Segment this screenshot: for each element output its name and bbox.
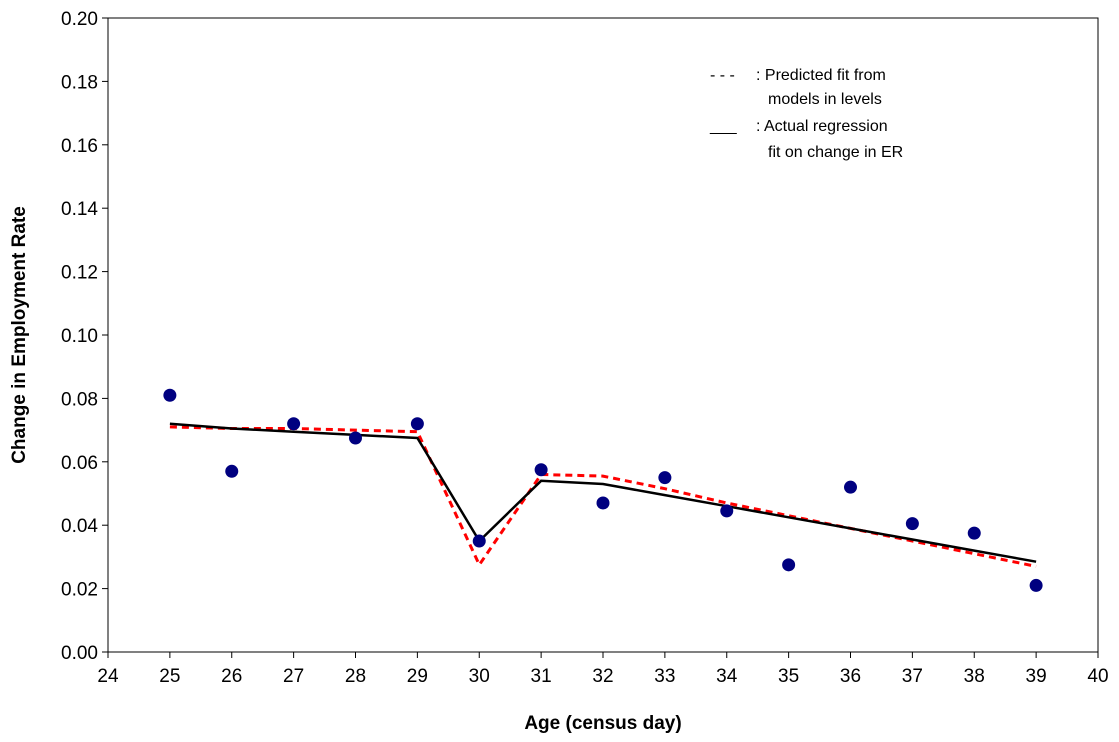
x-tick-label: 26 (221, 666, 242, 687)
data-point (844, 480, 857, 494)
data-point (967, 526, 981, 540)
x-tick-label: 30 (469, 666, 490, 687)
data-point (287, 417, 301, 431)
data-point (225, 464, 239, 478)
data-point (163, 388, 177, 402)
y-axis-title: Change in Employment Rate (9, 206, 30, 464)
y-tick-label: 0.02 (61, 580, 98, 601)
data-point (720, 504, 734, 518)
data-point (534, 463, 548, 477)
data-point (905, 517, 919, 531)
predicted-fit-line (169, 425, 1037, 568)
y-tick-label: 0.12 (61, 263, 98, 284)
legend-solid-text-line-1: : Actual regression (756, 118, 888, 135)
x-axis-ticks: 24 25 26 27 28 29 30 31 32 33 34 35 36 37 38 39 40 (97, 652, 1109, 687)
x-tick-label: 33 (654, 666, 675, 687)
y-tick-label: 0.14 (61, 199, 98, 220)
legend-solid-text-line-2: fit on change in ER (768, 144, 903, 161)
data-point (658, 471, 672, 485)
x-tick-label: 34 (716, 666, 738, 687)
y-tick-label: 0.04 (61, 516, 98, 537)
y-tick-label: 0.18 (61, 72, 98, 93)
data-point (596, 496, 610, 510)
series-layer (163, 388, 1043, 592)
data-point (410, 417, 424, 431)
x-tick-label: 32 (592, 666, 613, 687)
x-tick-label: 25 (159, 666, 180, 687)
data-point (782, 558, 796, 572)
y-tick-label: 0.20 (61, 9, 98, 30)
legend-dashed-marker: - - - (710, 67, 735, 84)
x-axis-title: Age (census day) (524, 713, 681, 734)
x-tick-label: 38 (964, 666, 985, 687)
x-tick-label: 28 (345, 666, 366, 687)
y-tick-label: 0.08 (61, 389, 98, 410)
data-point (472, 534, 486, 548)
legend-solid-marker: ___ (709, 118, 738, 135)
x-tick-label: 24 (97, 666, 119, 687)
x-tick-label: 37 (902, 666, 923, 687)
x-tick-label: 31 (531, 666, 552, 687)
y-axis-ticks: 0.00 0.02 0.04 0.06 0.08 0.10 0.12 0.14 0.16 0.18… (61, 9, 108, 664)
y-tick-label: 0.06 (61, 453, 98, 474)
y-tick-label: 0.00 (61, 643, 98, 664)
x-tick-label: 36 (840, 666, 861, 687)
data-point (349, 431, 362, 445)
legend-dashed-text-line-1: : Predicted fit from (756, 67, 886, 84)
y-tick-label: 0.16 (61, 136, 98, 157)
x-tick-label: 39 (1026, 666, 1047, 687)
actual-fit-line (169, 422, 1037, 563)
x-tick-label: 29 (407, 666, 428, 687)
x-tick-label: 40 (1087, 666, 1108, 687)
data-point (1029, 578, 1043, 592)
legend: - - - : Predicted fit from models in lev… (709, 67, 903, 161)
y-tick-label: 0.10 (61, 326, 98, 347)
plot-area (107, 17, 1099, 653)
legend-dashed-text-line-2: models in levels (768, 91, 882, 108)
x-tick-label: 27 (283, 666, 304, 687)
x-tick-label: 35 (778, 666, 799, 687)
